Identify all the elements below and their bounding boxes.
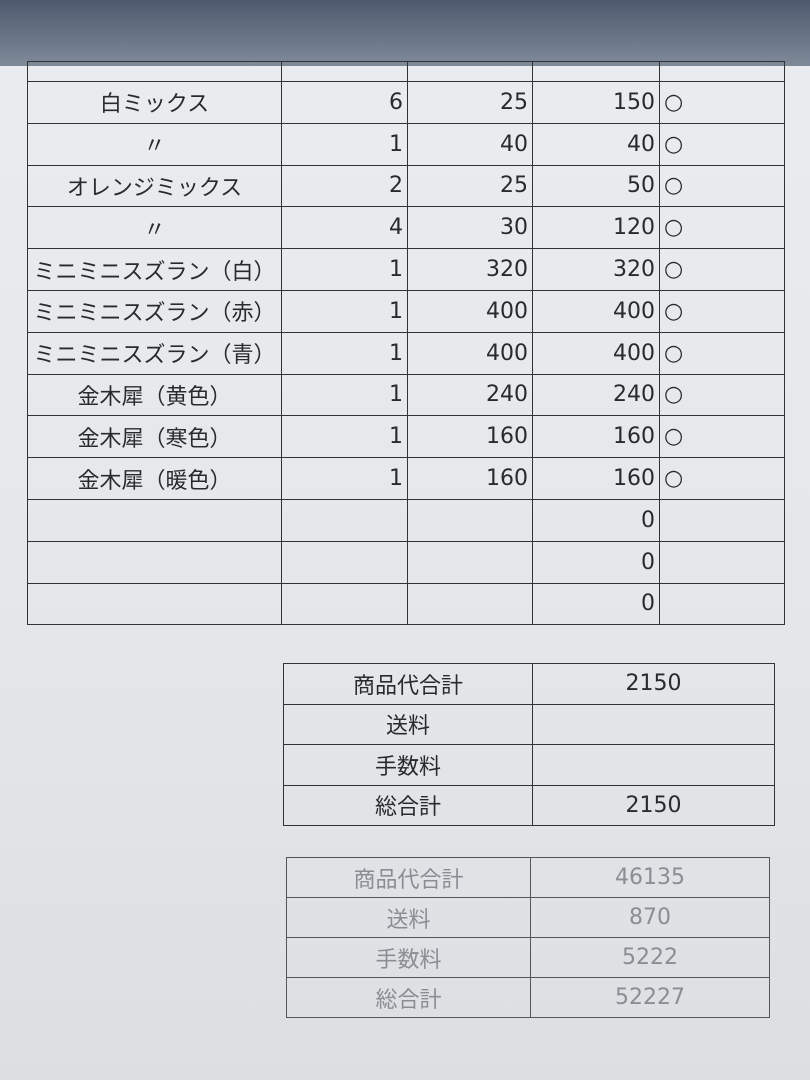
cell: オレンジミックス [27,164,282,208]
cell: 40 [532,122,660,166]
cell: 金木犀（黄色） [27,373,282,417]
cell: 送料 [283,703,533,745]
cell: 1 [281,415,408,459]
cell [27,540,282,584]
cell: 手数料 [286,937,531,978]
screen-bezel [0,0,810,66]
cell: 2150 [532,784,775,826]
cell: 1 [281,457,408,500]
cell [281,499,408,542]
cell [407,499,533,542]
cell: ○ [659,81,785,124]
cell [532,61,660,82]
cell: 〃 [27,206,282,250]
cell: 1 [281,290,408,333]
cell: 白ミックス [27,81,282,124]
cell: 400 [407,331,533,375]
cell [407,582,533,626]
cell: 160 [532,457,660,500]
cell [281,582,408,626]
cell: 400 [407,290,533,333]
cell: 25 [407,81,533,124]
cell: 30 [407,206,533,250]
cell: 160 [532,415,660,459]
cell: 120 [532,206,660,250]
cell: 46135 [530,857,770,898]
cell: 金木犀（暖色） [27,457,282,500]
cell: 0 [532,582,660,626]
cell: 商品代合計 [283,663,533,705]
cell: ミニミニスズラン（赤） [27,290,282,333]
cell: 6 [281,81,408,124]
cell [27,499,282,542]
cell: 25 [407,164,533,208]
cell: 160 [407,457,533,500]
cell: 400 [532,290,660,333]
cell: 金木犀（寒色） [27,415,282,459]
cell: ○ [659,331,785,375]
cell: 2150 [532,663,775,705]
cell: 870 [530,897,770,938]
cell: 400 [532,331,660,375]
cell: ○ [659,457,785,500]
cell: 総合計 [283,784,533,826]
cell: 240 [532,373,660,417]
cell: ○ [659,373,785,417]
cell: 320 [407,248,533,291]
cell: 1 [281,248,408,291]
cell [659,499,785,542]
cell: 手数料 [283,744,533,786]
cell: 1 [281,122,408,166]
cell: ○ [659,248,785,291]
cell: 150 [532,81,660,124]
cell: ○ [659,122,785,166]
cell: 総合計 [286,977,531,1018]
cell [659,540,785,584]
cell: 送料 [286,897,531,938]
cell [27,61,282,82]
cell: 240 [407,373,533,417]
cell [281,540,408,584]
cell [659,582,785,626]
cell: 0 [532,540,660,584]
cell: 52227 [530,977,770,1018]
cell: 5222 [530,937,770,978]
cell [532,703,775,745]
cell [407,61,533,82]
cell: 〃 [27,122,282,166]
cell [281,61,408,82]
cell: 40 [407,122,533,166]
cell: ○ [659,164,785,208]
cell: 4 [281,206,408,250]
cell: 2 [281,164,408,208]
cell: ミニミニスズラン（白） [27,248,282,291]
cell: 1 [281,373,408,417]
cell: 商品代合計 [286,857,531,898]
cell [659,61,785,82]
cell: 50 [532,164,660,208]
cell: 320 [532,248,660,291]
cell: ○ [659,206,785,250]
cell: 160 [407,415,533,459]
cell: 0 [532,499,660,542]
cell [27,582,282,626]
cell: ○ [659,415,785,459]
cell: ミニミニスズラン（青） [27,331,282,375]
cell: ○ [659,290,785,333]
cell [407,540,533,584]
cell: 1 [281,331,408,375]
cell [532,744,775,786]
